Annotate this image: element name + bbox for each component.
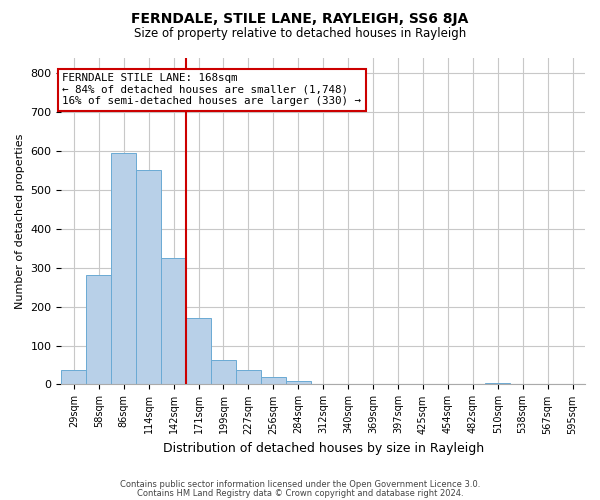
Bar — [261, 378, 286, 384]
Text: Size of property relative to detached houses in Rayleigh: Size of property relative to detached ho… — [134, 28, 466, 40]
Bar — [136, 170, 161, 384]
Text: Contains public sector information licensed under the Open Government Licence 3.: Contains public sector information licen… — [120, 480, 480, 489]
Bar — [86, 276, 111, 384]
Bar — [61, 370, 86, 384]
Y-axis label: Number of detached properties: Number of detached properties — [15, 134, 25, 308]
Bar — [186, 318, 211, 384]
Text: FERNDALE, STILE LANE, RAYLEIGH, SS6 8JA: FERNDALE, STILE LANE, RAYLEIGH, SS6 8JA — [131, 12, 469, 26]
Text: FERNDALE STILE LANE: 168sqm
← 84% of detached houses are smaller (1,748)
16% of : FERNDALE STILE LANE: 168sqm ← 84% of det… — [62, 73, 361, 106]
X-axis label: Distribution of detached houses by size in Rayleigh: Distribution of detached houses by size … — [163, 442, 484, 455]
Bar — [211, 360, 236, 384]
Bar — [236, 370, 261, 384]
Bar — [111, 153, 136, 384]
Text: Contains HM Land Registry data © Crown copyright and database right 2024.: Contains HM Land Registry data © Crown c… — [137, 488, 463, 498]
Bar — [286, 380, 311, 384]
Bar — [161, 258, 186, 384]
